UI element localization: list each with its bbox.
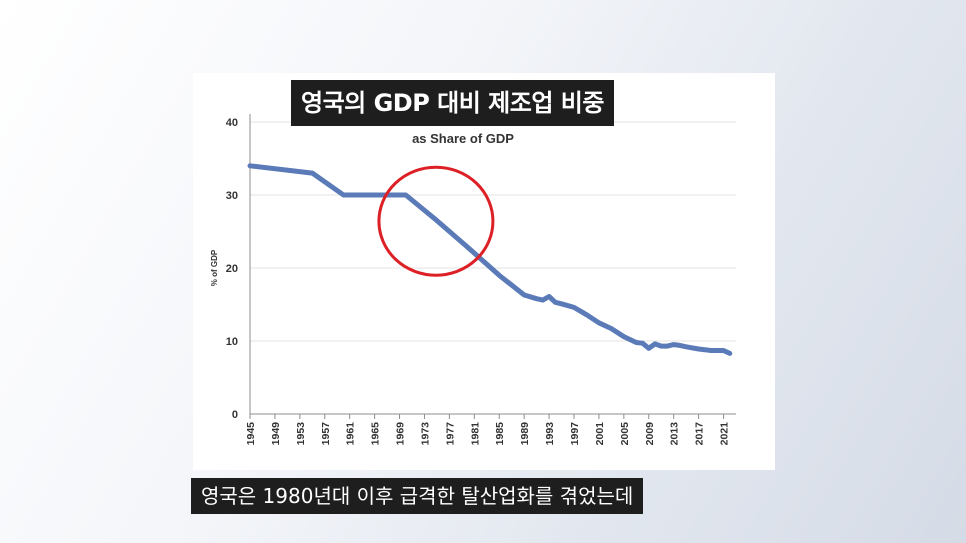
x-tick-label-1973: 1973	[419, 422, 431, 446]
y-tick-label-30: 30	[226, 190, 238, 202]
x-tick-label-1949: 1949	[270, 422, 282, 446]
x-tick-label-1961: 1961	[345, 422, 357, 446]
x-tick-label-2001: 2001	[594, 422, 606, 446]
x-tick-label-1993: 1993	[544, 422, 556, 446]
x-tick-label-1953: 1953	[295, 422, 307, 446]
caption-subtitle: 영국은 1980년대 이후 급격한 탈산업화를 겪었는데	[191, 478, 644, 514]
x-tick-label-1945: 1945	[245, 422, 257, 446]
x-tick-label-2017: 2017	[694, 422, 706, 446]
series-line-0	[247, 163, 733, 356]
title-banner: 영국의 GDP 대비 제조업 비중	[291, 80, 614, 126]
x-tick-label-1977: 1977	[444, 422, 456, 446]
x-tick-label-1985: 1985	[494, 422, 506, 446]
y-tick-label-10: 10	[226, 336, 238, 348]
x-tick-label-1957: 1957	[320, 422, 332, 446]
x-tick-label-1989: 1989	[519, 422, 531, 446]
y-axis-label: % of GDP	[210, 249, 219, 286]
highlight-circle-0	[377, 165, 495, 277]
annotation-layer	[377, 165, 495, 277]
x-tick-label-2005: 2005	[619, 422, 631, 446]
x-tick-label-1965: 1965	[370, 422, 382, 446]
x-tick-labels: 1945 1949 1953 1957 1961 1965 1969 1973 1977 1981…	[245, 422, 731, 446]
y-tick-label-40: 40	[226, 117, 238, 129]
chart-subtitle: as Share of GDP	[412, 131, 514, 146]
x-tick-label-2009: 2009	[644, 422, 656, 446]
y-tick-label-0: 0	[232, 409, 238, 421]
slide-panel	[193, 73, 775, 470]
x-tick-label-1969: 1969	[395, 422, 407, 446]
y-tick-labels: 0 10 20 30 40	[226, 117, 238, 421]
x-tick-label-1981: 1981	[469, 422, 481, 446]
y-tick-label-20: 20	[226, 263, 238, 275]
axes	[249, 114, 736, 419]
series-layer	[247, 163, 733, 356]
x-tick-label-2013: 2013	[669, 422, 681, 446]
x-tick-label-2021: 2021	[719, 422, 731, 446]
x-tick-label-1997: 1997	[569, 422, 581, 446]
